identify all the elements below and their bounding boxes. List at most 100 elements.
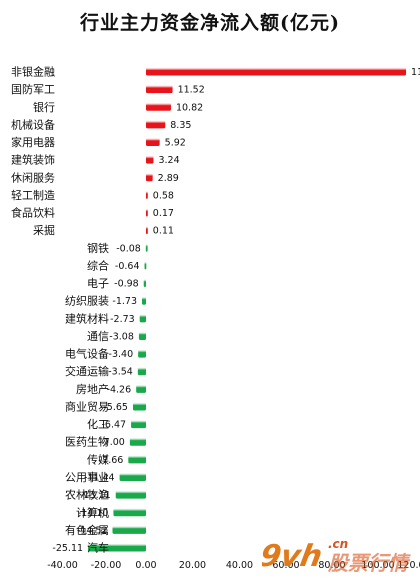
x-tick-label: 0.00 [135,560,156,571]
category-label: 交通运输 [65,364,109,378]
bar-纺织服装 [142,296,146,305]
bar-钢铁 [145,243,148,252]
category-label: 建筑装饰 [11,153,55,167]
value-label: 0.58 [153,190,174,201]
bar-传媒 [128,455,146,464]
value-label: -1.73 [112,296,137,307]
bar-化工 [131,420,146,429]
value-label: 11.52 [178,85,205,96]
value-label: -14.52 [77,525,108,536]
bar-机械设备 [146,120,166,129]
category-label: 轻工制造 [11,188,55,202]
value-label: -7.66 [99,455,124,466]
bar-非银金融 [146,67,407,76]
value-label: 5.92 [165,138,186,149]
value-label: -7.00 [100,437,125,448]
watermark-logo: 9vh .cn 股票行情 [262,537,411,575]
category-label: 医药生物 [65,435,109,449]
x-tick-label: 120.00 [397,560,420,571]
bar-综合 [144,261,147,270]
bar-家用电器 [146,138,160,147]
value-label: -0.64 [115,261,140,272]
bar-建筑材料 [139,314,146,323]
category-label: 通信 [87,330,109,343]
bar-计算机 [113,508,146,517]
value-label: 8.35 [170,120,191,131]
value-label: -4.26 [107,384,132,395]
category-label: 有色金属 [65,523,109,537]
category-label: 化工 [87,417,109,431]
category-label: 建筑材料 [65,311,109,325]
value-label: -13.11 [80,490,111,501]
category-label: 休闲服务 [11,170,55,184]
bar-医药生物 [129,437,146,446]
category-label: 银行 [33,100,55,114]
chart-title: 行业主力资金净流入额(亿元) [80,12,340,34]
bar-汽车 [88,543,146,552]
bars-group [88,67,407,552]
category-label: 机械设备 [11,117,55,131]
x-tick-label: 20.00 [179,560,206,571]
category-label: 食品饮料 [11,206,55,220]
value-label: -3.08 [109,331,134,342]
bar-采掘 [146,226,148,235]
bar-电子 [143,279,146,288]
x-tick-label: 100.00 [361,560,394,571]
category-label: 非银金融 [11,65,55,79]
category-label: 家用电器 [11,135,55,149]
bar-房地产 [136,384,146,393]
bar-有色金属 [112,525,146,534]
x-tick-label: -20.00 [91,560,122,571]
bar-休闲服务 [146,173,153,182]
category-label: 电气设备 [65,347,109,361]
bar-国防军工 [146,85,173,94]
watermark-caption-text: 股票行情 [327,551,411,575]
x-tick-label: 80.00 [318,560,345,571]
category-label: 电子 [87,277,109,290]
value-label: -6.47 [101,420,126,431]
x-tick-label: -40.00 [47,560,78,571]
value-label: 0.17 [153,208,174,219]
value-label: -0.98 [114,279,139,290]
value-label: -2.73 [110,314,135,325]
category-label: 钢铁 [87,242,109,255]
value-label: -3.54 [108,367,133,378]
value-label: -0.08 [116,243,141,254]
value-label: -3.40 [109,349,134,360]
x-axis-ticks: -40.00 -20.00 0.00 20.00 40.00 60.00 80.00 100.… [47,560,420,571]
bar-食品饮料 [146,208,148,217]
x-tick-label: 60.00 [272,560,299,571]
category-label: 商业贸易 [65,399,109,413]
bar-通信 [138,331,146,340]
category-label: 综合 [87,258,109,272]
value-label: 112.67 [411,67,420,78]
category-labels: 非银金融国防军工银行机械设备家用电器建筑装饰休闲服务轻工制造食品饮料采掘钢铁综合… [11,65,109,555]
watermark-domain-text: .cn [328,537,348,551]
bar-交通运输 [137,367,146,376]
value-label: 10.82 [176,102,203,113]
category-label: 传媒 [87,453,109,466]
category-label: 房地产 [76,382,109,396]
category-label: 采掘 [33,223,55,237]
value-label: 2.89 [158,173,179,184]
category-label: 汽车 [87,541,109,555]
bar-银行 [146,102,171,111]
value-label: 0.11 [153,226,174,237]
category-label: 农林牧渔 [65,488,109,502]
value-label: 3.24 [158,155,179,166]
value-label: -25.11 [52,543,83,554]
bar-商业贸易 [132,402,146,411]
bar-农林牧渔 [115,490,146,499]
bar-电气设备 [138,349,146,358]
value-label: -5.65 [103,402,128,413]
x-tick-label: 40.00 [226,560,253,571]
watermark-logo-text: 9vh [262,539,325,574]
bar-建筑装饰 [146,155,154,164]
bar-公用事业 [119,472,146,481]
value-labels: 112.67 11.52 10.82 8.35 5.92 3.24 2.89 0.58 0.17… [52,67,420,554]
category-label: 计算机 [76,505,109,519]
bar-轻工制造 [146,190,148,199]
category-label: 纺织服装 [65,294,109,308]
value-label: -14.10 [78,508,109,519]
